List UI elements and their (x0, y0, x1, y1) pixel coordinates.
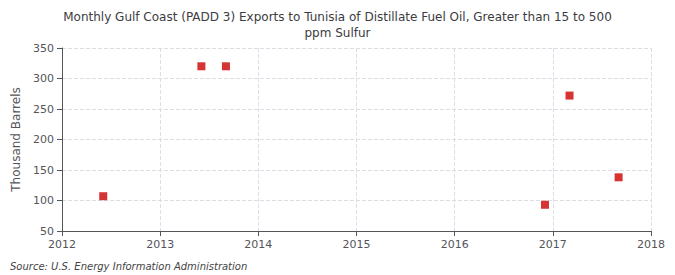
svg-text:50: 50 (40, 225, 54, 238)
svg-text:100: 100 (33, 194, 54, 207)
svg-text:350: 350 (33, 42, 54, 55)
svg-text:2015: 2015 (343, 238, 371, 251)
svg-text:200: 200 (33, 133, 54, 146)
svg-text:2013: 2013 (146, 238, 174, 251)
svg-text:2012: 2012 (48, 238, 76, 251)
svg-text:300: 300 (33, 72, 54, 85)
svg-text:2018: 2018 (637, 238, 665, 251)
svg-text:2016: 2016 (441, 238, 469, 251)
svg-text:150: 150 (33, 164, 54, 177)
svg-text:ppm Sulfur: ppm Sulfur (304, 26, 370, 40)
svg-text:Monthly Gulf Coast (PADD 3) Ex: Monthly Gulf Coast (PADD 3) Exports to T… (63, 10, 612, 24)
svg-text:250: 250 (33, 103, 54, 116)
svg-text:2017: 2017 (539, 238, 567, 251)
svg-text:Source: U.S. Energy Informatio: Source: U.S. Energy Information Administ… (10, 261, 247, 272)
svg-text:2014: 2014 (244, 238, 272, 251)
svg-text:Thousand Barrels: Thousand Barrels (9, 87, 23, 192)
